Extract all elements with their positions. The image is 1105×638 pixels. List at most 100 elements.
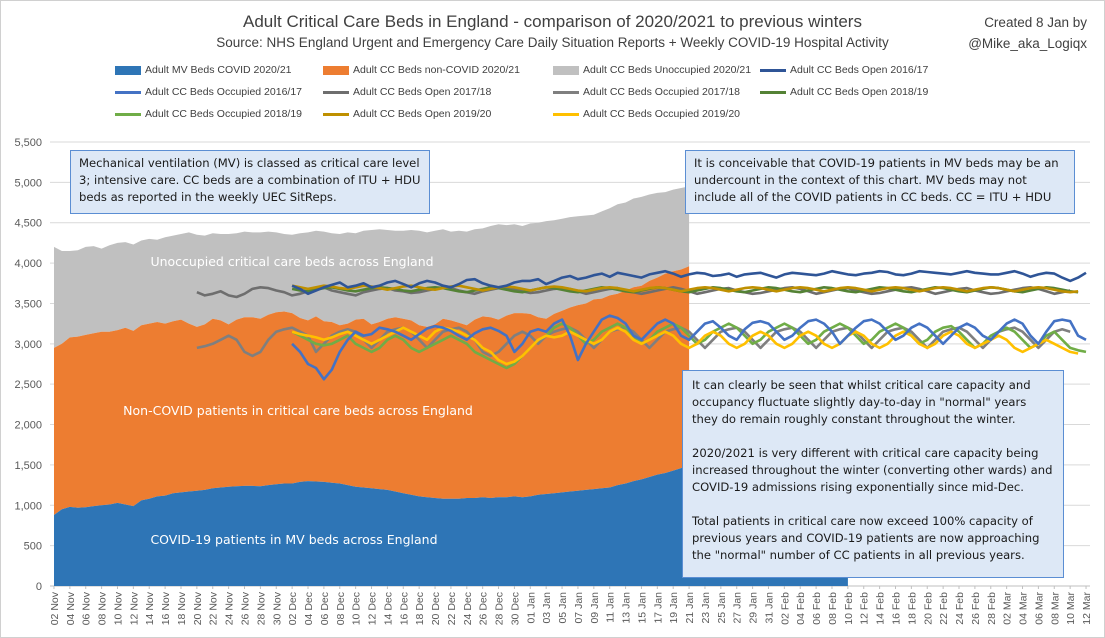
legend-swatch xyxy=(323,65,349,75)
x-tick-label: 22 Feb xyxy=(938,592,950,625)
x-tick-label: 24 Dec xyxy=(462,592,474,625)
legend-label: Adult CC Beds Unoccupied 2020/21 xyxy=(583,64,752,76)
x-tick-label: 26 Feb xyxy=(970,592,982,625)
legend-swatch xyxy=(323,112,349,116)
note-right-bottom: It can clearly be seen that whilst criti… xyxy=(682,370,1064,578)
legend-item-occ_1718: Adult CC Beds Occupied 2017/18 xyxy=(553,86,740,98)
legend-label: Adult CC Beds non-COVID 2020/21 xyxy=(353,64,520,76)
x-tick-label: 02 Dec xyxy=(287,592,299,625)
x-tick-label: 04 Feb xyxy=(795,592,807,625)
note-right-top: It is conceivable that COVID-19 patients… xyxy=(685,150,1075,214)
note-right-bottom-p2: 2020/2021 is very different with critica… xyxy=(692,446,1053,494)
x-tick-label: 24 Nov xyxy=(224,591,236,625)
x-tick-label: 24 Feb xyxy=(954,592,966,625)
x-axis: 02 Nov 04 Nov 06 Nov 08 Nov 10 Nov 12 Nov 14 N… xyxy=(49,586,1093,625)
x-tick-label: 25 Jan xyxy=(716,592,728,624)
legend-item-mv_covid: Adult MV Beds COVID 2020/21 xyxy=(115,64,292,76)
x-tick-label: 23 Jan xyxy=(700,592,712,624)
x-tick-label: 13 Jan xyxy=(621,592,633,624)
x-tick-label: 12 Feb xyxy=(859,592,871,625)
note-right-top-text: It is conceivable that COVID-19 patients… xyxy=(694,156,1059,204)
x-tick-label: 16 Feb xyxy=(891,592,903,625)
x-tick-label: 21 Jan xyxy=(684,592,696,624)
y-tick-label: 0 xyxy=(36,581,42,593)
area-label-unoccupied: Unoccupied critical care beds across Eng… xyxy=(150,254,433,269)
legend-label: Adult CC Beds Occupied 2019/20 xyxy=(583,108,741,120)
x-tick-label: 22 Nov xyxy=(208,591,220,625)
legend-swatch xyxy=(760,68,786,72)
x-tick-label: 26 Nov xyxy=(240,591,252,625)
x-tick-label: 16 Dec xyxy=(398,592,410,625)
series-line-open_1920 xyxy=(291,284,1079,294)
x-tick-label: 18 Nov xyxy=(176,591,188,625)
legend-item-cc_unoccupied: Adult CC Beds Unoccupied 2020/21 xyxy=(553,64,751,76)
legend-item-open_1920: Adult CC Beds Open 2019/20 xyxy=(323,108,491,120)
legend-item-occ_1920: Adult CC Beds Occupied 2019/20 xyxy=(553,108,740,120)
x-tick-label: 28 Feb xyxy=(986,592,998,625)
x-tick-label: 04 Nov xyxy=(65,591,77,625)
x-tick-label: 14 Nov xyxy=(144,591,156,625)
x-tick-label: 16 Nov xyxy=(160,591,172,625)
y-tick-label: 4,500 xyxy=(14,218,42,230)
legend-swatch xyxy=(323,90,349,94)
note-right-bottom-p1: It can clearly be seen that whilst criti… xyxy=(692,378,1031,426)
x-tick-label: 30 Nov xyxy=(271,591,283,625)
legend-label: Adult CC Beds Occupied 2018/19 xyxy=(145,108,303,120)
x-tick-label: 12 Mar xyxy=(1081,592,1093,625)
series-line-occ_1819 xyxy=(291,322,1087,370)
x-tick-label: 19 Jan xyxy=(668,592,680,624)
x-tick-label: 12 Nov xyxy=(128,591,140,625)
x-tick-label: 22 Dec xyxy=(446,592,458,625)
legend-swatch xyxy=(115,90,141,94)
y-tick-label: 1,500 xyxy=(14,460,42,472)
area-cc-unoccupied xyxy=(54,186,690,348)
x-tick-label: 06 Mar xyxy=(1033,592,1045,625)
legend-swatch xyxy=(115,65,141,75)
x-tick-label: 04 Dec xyxy=(303,592,315,625)
x-tick-label: 02 Feb xyxy=(779,592,791,625)
legend-swatch xyxy=(553,65,579,75)
credit: Created 8 Jan by @Mike_aka_Logiqx xyxy=(968,12,1087,54)
x-tick-label: 10 Dec xyxy=(351,592,363,625)
x-tick-label: 08 Dec xyxy=(335,592,347,625)
series-line-occ_1617 xyxy=(291,314,1087,381)
x-tick-label: 02 Nov xyxy=(49,591,61,625)
x-tick-label: 11 Jan xyxy=(605,592,617,623)
y-tick-label: 2,500 xyxy=(14,379,42,391)
legend-label: Adult MV Beds COVID 2020/21 xyxy=(145,64,292,76)
series-lines xyxy=(196,269,1087,381)
x-tick-label: 08 Feb xyxy=(827,592,839,625)
x-tick-label: 10 Nov xyxy=(113,591,125,625)
area-mv-covid xyxy=(54,372,848,586)
x-tick-label: 18 Feb xyxy=(906,592,918,625)
y-tick-label: 2,000 xyxy=(14,420,42,432)
note-left-text: Mechanical ventilation (MV) is classed a… xyxy=(79,156,421,204)
y-tick-label: 1,000 xyxy=(14,500,42,512)
x-tick-label: 02 Mar xyxy=(1002,592,1014,625)
x-tick-label: 15 Jan xyxy=(637,592,649,624)
x-tick-label: 18 Dec xyxy=(414,592,426,625)
x-tick-label: 06 Feb xyxy=(811,592,823,625)
x-tick-label: 06 Dec xyxy=(319,592,331,625)
y-tick-label: 5,000 xyxy=(14,177,42,189)
legend-item-open_1718: Adult CC Beds Open 2017/18 xyxy=(323,86,491,98)
chart-subtitle: Source: NHS England Urgent and Emergency… xyxy=(216,35,889,50)
area-label-noncovid: Non-COVID patients in critical care beds… xyxy=(123,403,473,418)
x-tick-label: 28 Dec xyxy=(494,592,506,625)
legend-label: Adult CC Beds Occupied 2016/17 xyxy=(145,86,303,98)
y-tick-label: 3,000 xyxy=(14,339,42,351)
x-tick-label: 17 Jan xyxy=(652,592,664,624)
y-tick-label: 3,500 xyxy=(14,298,42,310)
chart-title: Adult Critical Care Beds in England - co… xyxy=(243,12,862,31)
y-tick-label: 500 xyxy=(24,541,42,553)
legend-item-open_1819: Adult CC Beds Open 2018/19 xyxy=(760,86,928,98)
legend-label: Adult CC Beds Open 2019/20 xyxy=(353,108,492,120)
x-tick-label: 29 Jan xyxy=(748,592,760,624)
stacked-areas xyxy=(54,186,848,586)
x-tick-label: 04 Mar xyxy=(1018,592,1030,625)
x-tick-label: 20 Dec xyxy=(430,592,442,625)
x-tick-label: 10 Feb xyxy=(843,592,855,625)
legend-swatch xyxy=(115,112,141,116)
credit-line-2: @Mike_aka_Logiqx xyxy=(968,36,1087,51)
series-line-occ_1920 xyxy=(291,326,1079,366)
